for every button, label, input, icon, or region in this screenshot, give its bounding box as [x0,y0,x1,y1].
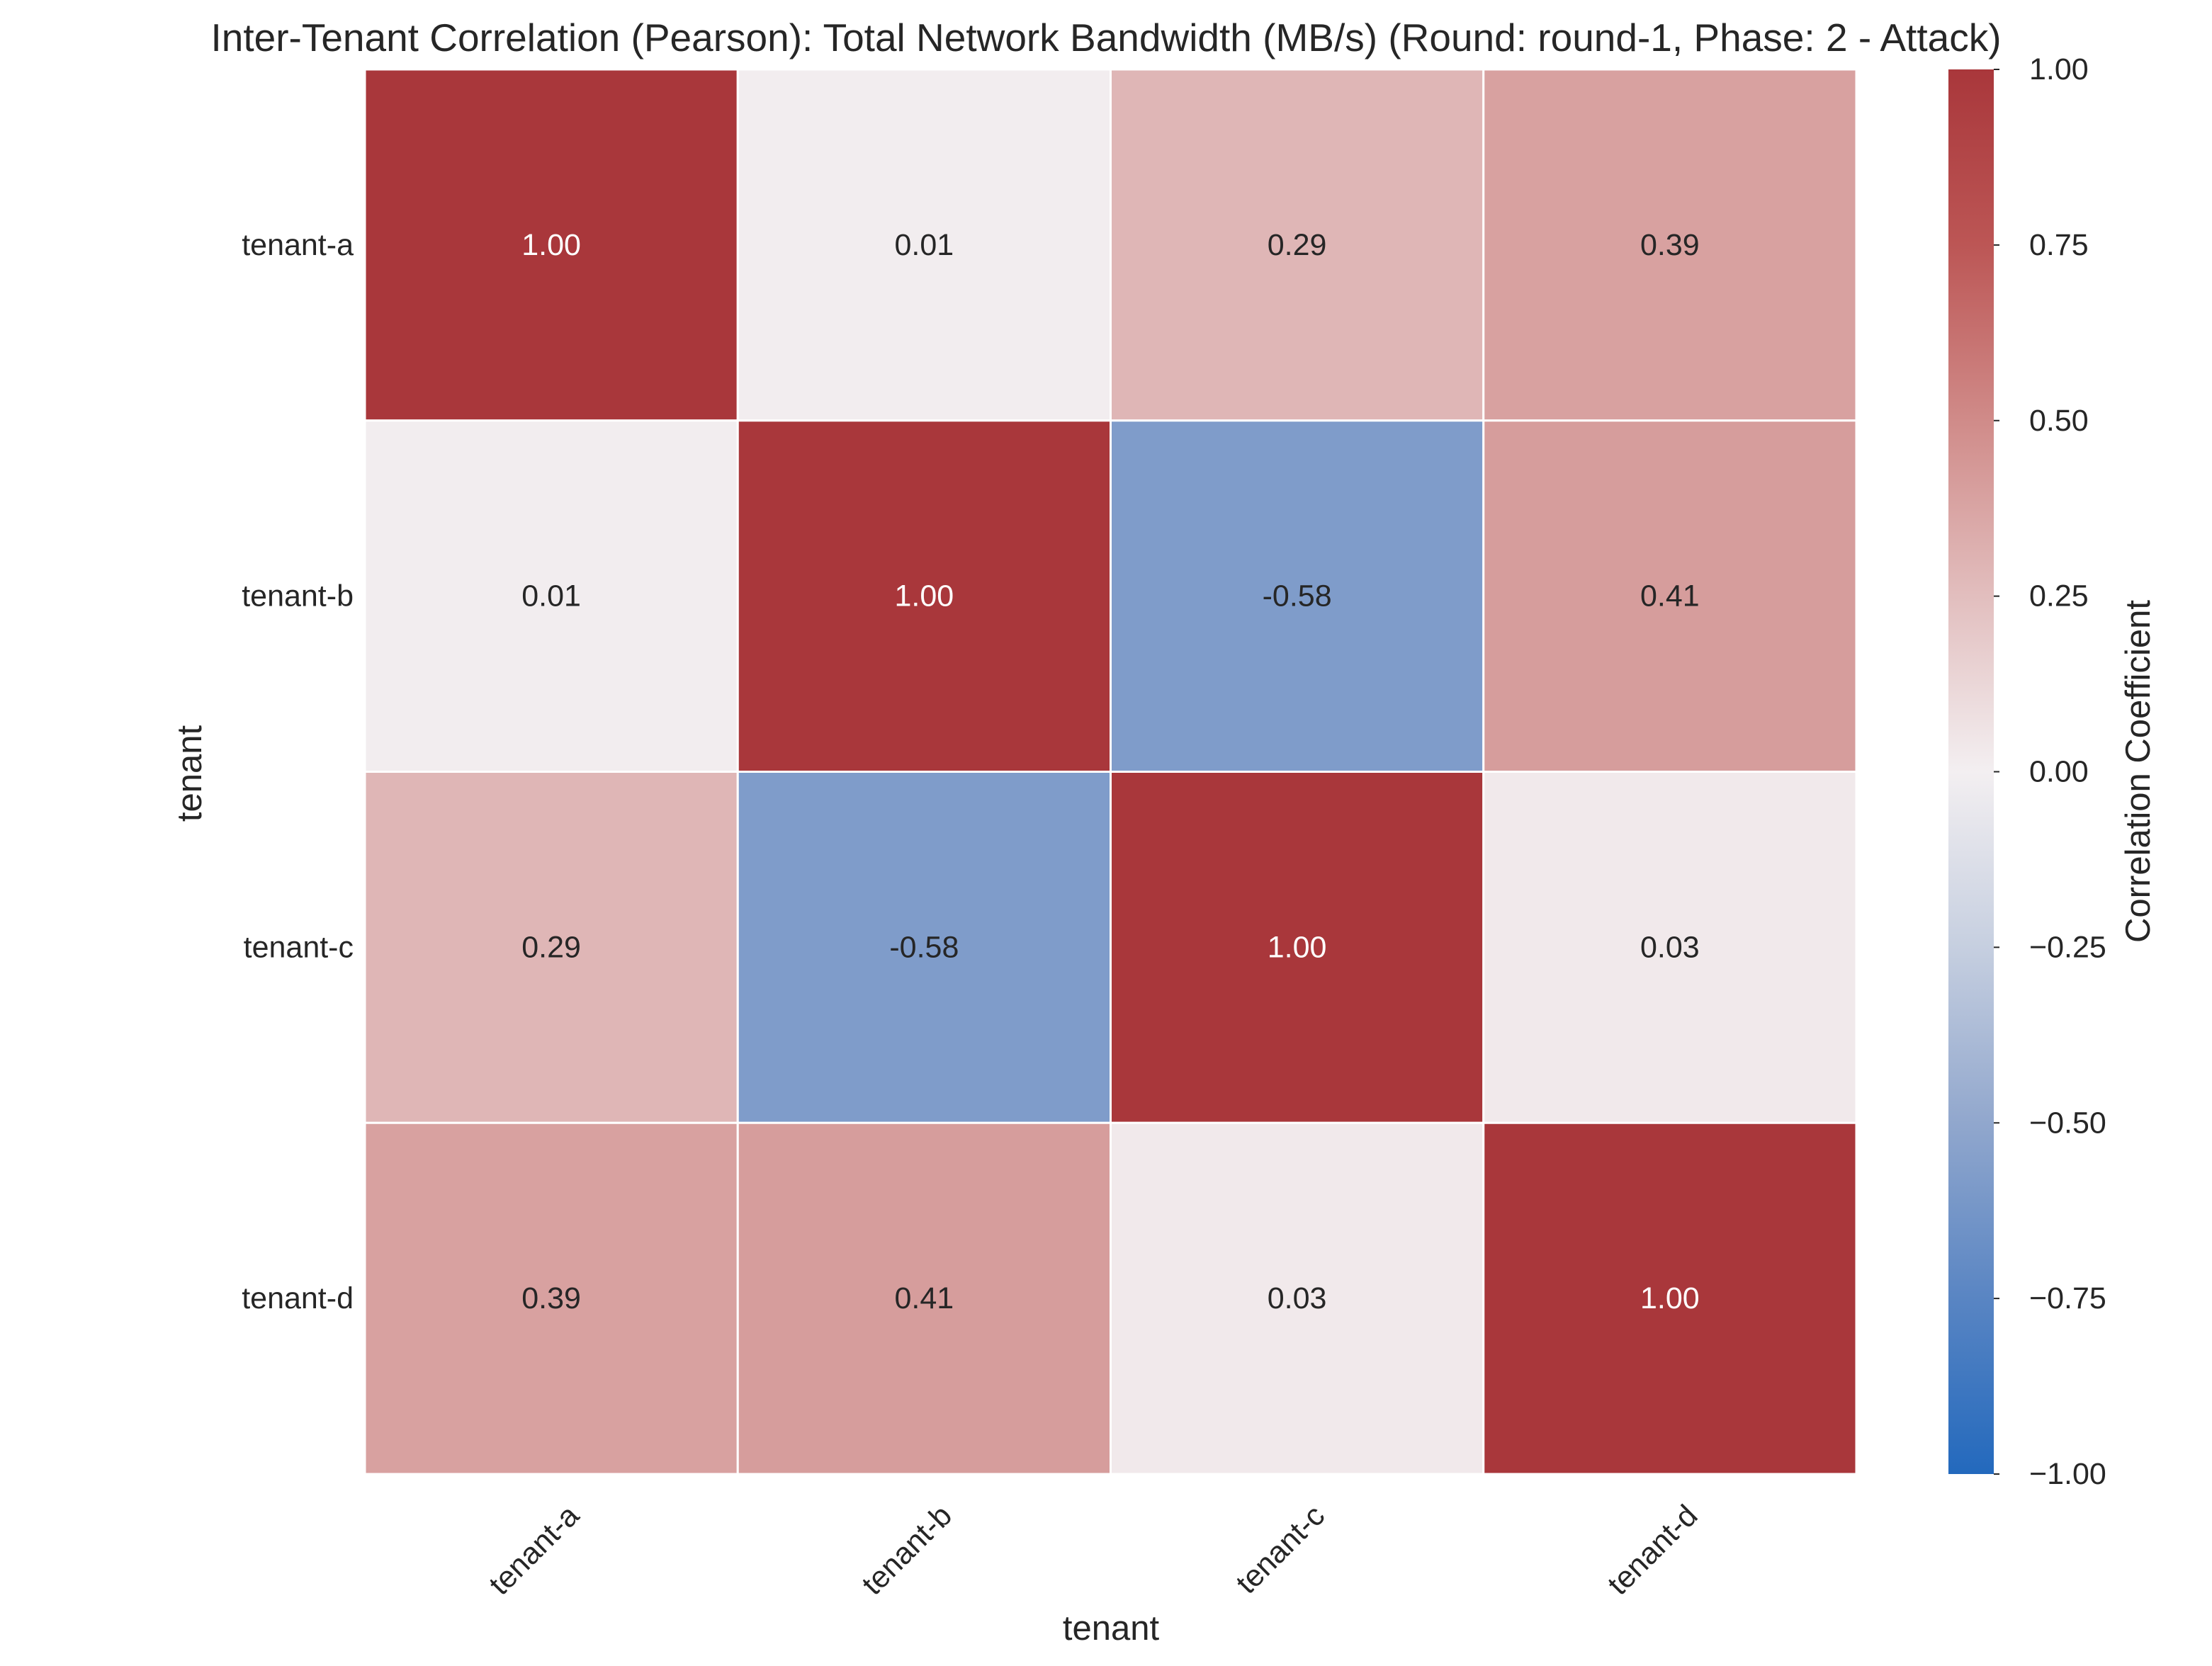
colorbar-tick-label: −0.50 [2029,1106,2106,1140]
colorbar-tick-label: 0.25 [2029,579,2089,613]
colorbar-tick-label: 0.00 [2029,755,2089,789]
heatmap-cell-tenant-a-tenant-d [1482,68,1858,422]
y-tick-label: tenant-c [244,930,354,964]
heatmap-cell-tenant-d-tenant-d [1482,1121,1858,1475]
y-axis-title: tenant [171,725,209,822]
colorbar-ticks: 1.00 0.75 0.50 0.25 0.00 −0.25 −0.50 −0.75 −1.00 [1994,52,2106,1491]
colorbar-tick-label: 0.50 [2029,404,2089,438]
heatmap-cell-tenant-c-tenant-d [1482,771,1858,1124]
colorbar-tick-label: 1.00 [2029,52,2089,86]
heatmap-cell-tenant-c-tenant-b [736,771,1112,1124]
heatmap-cell-tenant-d-tenant-c [1110,1121,1485,1475]
x-tick-label: tenant-c [1229,1499,1331,1601]
colorbar-tick-label: 0.75 [2029,228,2089,262]
heatmap-cell-tenant-a-tenant-c [1110,68,1485,422]
cell-value-label: 0.41 [1640,579,1700,613]
heatmap-cell-tenant-d-tenant-b [736,1121,1112,1475]
heatmap-cell-tenant-b-tenant-d [1482,419,1858,773]
heatmap-cell-tenant-a-tenant-b [736,68,1112,422]
colorbar-tick-label: −1.00 [2029,1457,2106,1491]
cell-value-label: 0.03 [1640,930,1700,964]
cell-value-label: 1.00 [521,228,581,262]
x-axis-title: tenant [1063,1609,1160,1648]
heatmap-cell-tenant-b-tenant-b [736,419,1112,773]
colorbar-label: Correlation Coefficient [2119,600,2157,943]
heatmap-cell-tenant-b-tenant-c [1110,419,1485,773]
cell-value-label: 1.00 [895,579,954,613]
cell-value-label: 0.03 [1268,1281,1327,1315]
colorbar-tick-label: −0.25 [2029,930,2106,964]
cell-value-label: -0.58 [889,930,959,964]
colorbar-tick-label: −0.75 [2029,1281,2106,1315]
cell-value-label: 0.29 [1268,228,1327,262]
heatmap-cell-tenant-a-tenant-a [363,68,739,422]
x-tick-label: tenant-d [1601,1499,1705,1602]
cell-value-label: 0.41 [895,1281,954,1315]
y-tick-labels: tenant-a tenant-b tenant-c tenant-d [242,228,354,1315]
heatmap-cell-tenant-b-tenant-a [363,419,739,773]
heatmap-cell-tenant-d-tenant-a [363,1121,739,1475]
x-tick-label: tenant-b [855,1499,959,1602]
cell-value-label: 0.39 [1640,228,1700,262]
cell-value-label: 0.01 [521,579,581,613]
colorbar: 1.00 0.75 0.50 0.25 0.00 −0.25 −0.50 −0.75 −1.00… [1948,52,2157,1491]
heatmap-cells [363,68,1858,1475]
cell-value-label: -0.58 [1263,579,1332,613]
heatmap-cell-labels: 1.00 0.01 0.29 0.39 0.01 1.00 -0.58 0.41 0.29 -0.… [521,228,1699,1315]
cell-value-label: 0.01 [895,228,954,262]
y-tick-label: tenant-a [242,228,354,262]
chart-title: Inter-Tenant Correlation (Pearson): Tota… [210,16,2001,60]
cell-value-label: 0.39 [521,1281,581,1315]
cell-value-label: 1.00 [1268,930,1327,964]
y-tick-label: tenant-d [242,1281,354,1315]
x-tick-labels: tenant-a tenant-b tenant-c tenant-d [483,1499,1704,1602]
x-tick-label: tenant-a [483,1499,586,1602]
colorbar-gradient [1948,69,1994,1474]
cell-value-label: 1.00 [1640,1281,1700,1315]
cell-value-label: 0.29 [521,930,581,964]
y-tick-label: tenant-b [242,579,354,613]
